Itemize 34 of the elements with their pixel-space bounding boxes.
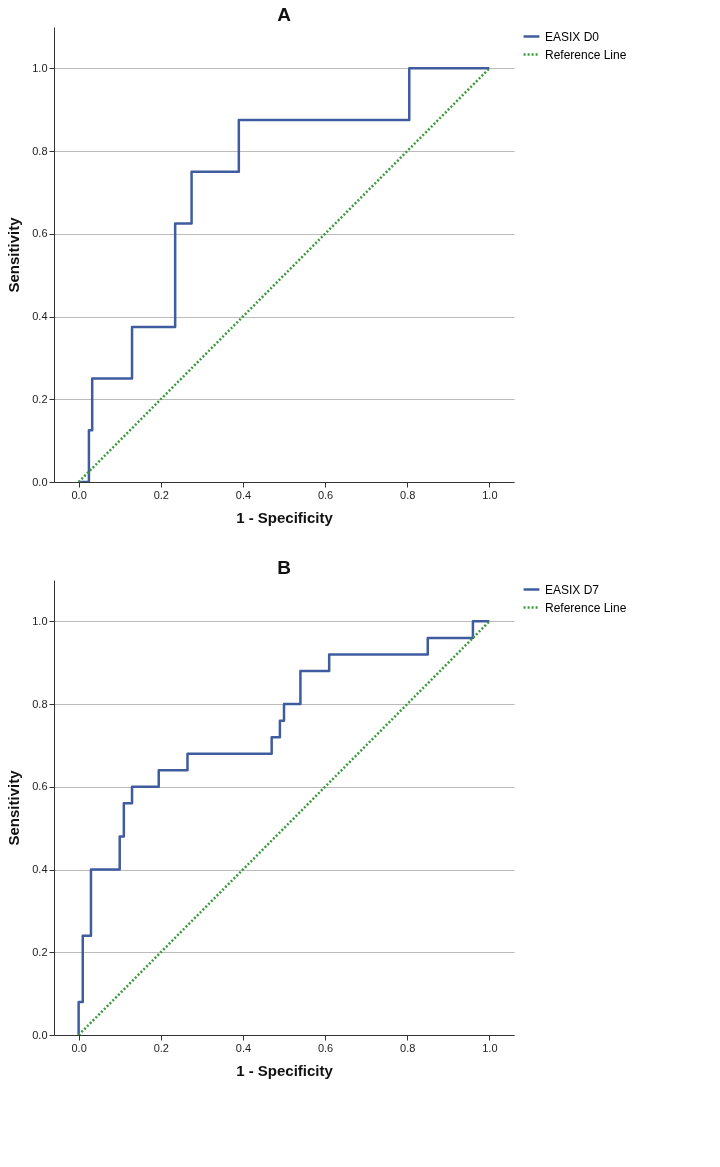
x-axis-title: 1 - Specificity	[236, 508, 334, 526]
chart-title: B	[277, 557, 291, 578]
legend-label: Reference Line	[545, 600, 627, 615]
x-tick-label: 0.6	[317, 488, 334, 501]
legend-label: EASIX D0	[545, 29, 600, 44]
x-tick-label: 0.4	[235, 488, 252, 501]
y-tick-label: 0.0	[32, 475, 48, 488]
y-tick-label: 0.4	[32, 310, 48, 323]
y-axis-title: Sensitivity	[5, 216, 23, 293]
chart-title: A	[277, 4, 292, 25]
y-tick-label: 0.8	[32, 697, 48, 710]
y-tick-label: 0.4	[32, 863, 48, 876]
x-tick-label: 0.6	[317, 1041, 334, 1054]
y-tick-label: 0.6	[32, 227, 48, 240]
x-tick-label: 1.0	[482, 1041, 498, 1054]
x-tick-label: 0.0	[71, 1041, 87, 1054]
x-tick-label: 0.0	[71, 488, 87, 501]
x-tick-label: 0.8	[400, 488, 416, 501]
y-tick-label: 1.0	[32, 614, 48, 627]
x-tick-label: 0.4	[235, 1041, 252, 1054]
x-tick-label: 0.2	[153, 1041, 169, 1054]
y-tick-label: 0.6	[32, 780, 48, 793]
y-tick-label: 0.8	[32, 144, 48, 157]
y-axis-title: Sensitivity	[5, 769, 23, 846]
y-tick-label: 0.0	[32, 1028, 48, 1041]
x-tick-label: 0.8	[400, 1041, 416, 1054]
legend-label: Reference Line	[545, 47, 627, 62]
x-axis-title: 1 - Specificity	[236, 1061, 334, 1079]
y-tick-label: 0.2	[32, 945, 48, 958]
legend-label: EASIX D7	[545, 582, 600, 597]
x-tick-label: 1.0	[482, 488, 498, 501]
y-tick-label: 1.0	[32, 61, 48, 74]
y-tick-label: 0.2	[32, 392, 48, 405]
x-tick-label: 0.2	[153, 488, 169, 501]
